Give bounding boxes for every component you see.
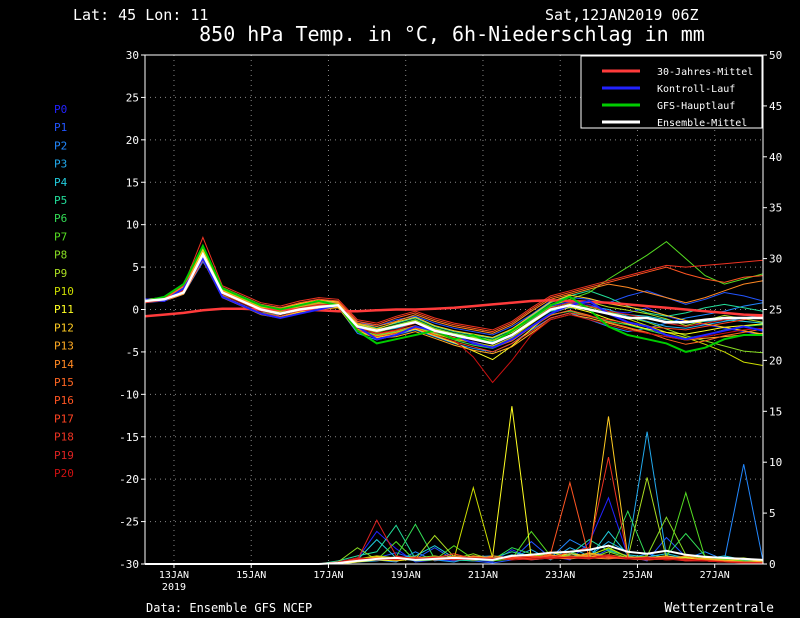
- y-tick-label: 30: [126, 49, 139, 62]
- x-tick-label: 19JAN: [391, 570, 421, 581]
- location-label: Lat: 45 Lon: 11: [73, 6, 208, 24]
- member-label-p6: P6: [54, 212, 67, 225]
- legend-box: [580, 55, 763, 129]
- y-tick-label: -5: [126, 346, 139, 359]
- member-label-p18: P18: [54, 431, 74, 444]
- y2-tick-label: 25: [769, 304, 782, 317]
- member-list: P0 P1 P2 P3 P4 P5 P6 P7 P8 P9 P10 P11 P12 P13 P14 P15 P1…: [54, 103, 74, 480]
- data-source-label: Data: Ensemble GFS NCEP: [146, 601, 312, 615]
- y-tick-label: 0: [132, 304, 139, 317]
- x-tick-label: 17JAN: [313, 570, 343, 581]
- precipitation-series: [145, 406, 764, 565]
- member-label-p7: P7: [54, 230, 67, 243]
- y-tick-label: 20: [126, 134, 139, 147]
- member-label-p10: P10: [54, 285, 74, 298]
- legend-label: Kontroll-Lauf: [657, 84, 735, 95]
- y-tick-label: -30: [119, 558, 139, 571]
- x-tick-label: 13JAN: [159, 570, 189, 581]
- member-label-p15: P15: [54, 376, 74, 389]
- y-tick-label: 10: [126, 219, 139, 232]
- x-tick-label: 25JAN: [622, 570, 652, 581]
- y2-tick-label: 50: [769, 49, 782, 62]
- plot-frame: [144, 54, 764, 565]
- legend-label: 30-Jahres-Mittel: [657, 67, 753, 78]
- member-label-p20: P20: [54, 467, 74, 480]
- y-tick-label: -25: [119, 516, 139, 529]
- y2-tick-label: 10: [769, 456, 782, 469]
- y-tick-label: 15: [126, 176, 139, 189]
- member-label-p11: P11: [54, 303, 74, 316]
- run-datetime: Sat,12JAN2019 06Z: [545, 6, 699, 24]
- member-label-p0: P0: [54, 103, 67, 116]
- y2-tick-label: 20: [769, 354, 782, 367]
- member-label-p3: P3: [54, 158, 67, 171]
- legend: 30-Jahres-Mittel Kontroll-Lauf GFS-Hauptla…: [580, 55, 763, 129]
- x-tick-sublabel: 2019: [162, 582, 186, 593]
- precip-line-p11: [145, 406, 764, 565]
- member-label-p17: P17: [54, 412, 74, 425]
- member-label-p16: P16: [54, 394, 74, 407]
- temp-line-gfs-main: [144, 243, 763, 353]
- member-label-p12: P12: [54, 321, 74, 334]
- temp-line-p14: [144, 251, 764, 334]
- precip-line-p18: [145, 456, 764, 565]
- y-tick-label: 25: [126, 91, 139, 104]
- member-label-p2: P2: [54, 139, 67, 152]
- chart-title: 850 hPa Temp. in °C, 6h-Niederschlag in …: [199, 22, 705, 46]
- brand-label: Wetterzentrale: [664, 601, 774, 616]
- legend-label: Ensemble-Mittel: [657, 118, 747, 129]
- temp-line-p16: [144, 245, 764, 333]
- y2-tick-label: 30: [769, 253, 782, 266]
- x-tick-label: 23JAN: [545, 570, 575, 581]
- y-tick-label: -15: [119, 431, 139, 444]
- y2-tick-label: 5: [769, 507, 776, 520]
- y-tick-label: -20: [119, 473, 139, 486]
- y2-tick-label: 35: [769, 202, 782, 215]
- x-tick-label: 27JAN: [700, 570, 730, 581]
- temp-line-ensemble-mean: [144, 251, 763, 345]
- y-tick-label: -10: [119, 388, 139, 401]
- x-tick-label: 15JAN: [236, 570, 266, 581]
- temperature-series: [144, 236, 764, 384]
- member-label-p4: P4: [54, 176, 68, 189]
- member-label-p9: P9: [54, 267, 67, 280]
- member-label-p19: P19: [54, 449, 74, 462]
- x-tick-label: 21JAN: [468, 570, 498, 581]
- y2-tick-label: 45: [769, 100, 782, 113]
- temp-line-p18: [144, 236, 764, 331]
- y2-tick-label: 40: [769, 151, 782, 164]
- y2-tick-label: 0: [769, 558, 776, 571]
- member-label-p1: P1: [54, 121, 67, 134]
- y-axis-temperature: 30 25 20 15 10 5 0 -5 -10 -15 -20 -25 -30: [119, 49, 145, 571]
- y2-tick-label: 15: [769, 405, 782, 418]
- member-label-p5: P5: [54, 194, 67, 207]
- legend-label: GFS-Hauptlauf: [657, 101, 735, 112]
- member-label-p14: P14: [54, 358, 74, 371]
- member-label-p8: P8: [54, 249, 67, 262]
- member-label-p13: P13: [54, 340, 74, 353]
- y-tick-label: 5: [132, 261, 139, 274]
